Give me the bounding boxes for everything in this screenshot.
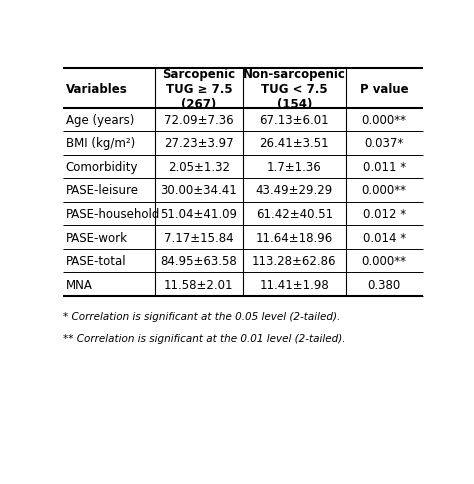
Text: 2.05±1.32: 2.05±1.32 — [168, 161, 230, 174]
Text: 0.000**: 0.000** — [362, 255, 407, 268]
Text: PASE-household: PASE-household — [66, 208, 160, 221]
Text: PASE-work: PASE-work — [66, 231, 128, 244]
Text: ** Correlation is significant at the 0.01 level (2-tailed).: ** Correlation is significant at the 0.0… — [63, 333, 346, 344]
Text: 27.23±3.97: 27.23±3.97 — [164, 137, 234, 150]
Text: 113.28±62.86: 113.28±62.86 — [252, 255, 337, 268]
Text: 0.014 *: 0.014 * — [363, 231, 406, 244]
Text: 0.011 *: 0.011 * — [363, 161, 406, 174]
Text: 61.42±40.51: 61.42±40.51 — [255, 208, 333, 221]
Text: 84.95±63.58: 84.95±63.58 — [161, 255, 237, 268]
Text: 26.41±3.51: 26.41±3.51 — [259, 137, 329, 150]
Text: 51.04±41.09: 51.04±41.09 — [160, 208, 237, 221]
Text: Non-sarcopenic
TUG < 7.5
(154): Non-sarcopenic TUG < 7.5 (154) — [243, 67, 346, 110]
Text: 0.380: 0.380 — [368, 278, 401, 291]
Text: Age (years): Age (years) — [66, 114, 134, 127]
Text: BMI (kg/m²): BMI (kg/m²) — [66, 137, 135, 150]
Text: Comorbidity: Comorbidity — [66, 161, 138, 174]
Text: 7.17±15.84: 7.17±15.84 — [164, 231, 234, 244]
Text: 0.000**: 0.000** — [362, 114, 407, 127]
Text: 11.64±18.96: 11.64±18.96 — [255, 231, 333, 244]
Text: 0.012 *: 0.012 * — [363, 208, 406, 221]
Text: Sarcopenic
TUG ≥ 7.5
(267): Sarcopenic TUG ≥ 7.5 (267) — [162, 67, 236, 110]
Text: 30.00±34.41: 30.00±34.41 — [161, 184, 237, 197]
Text: 0.000**: 0.000** — [362, 184, 407, 197]
Text: PASE-total: PASE-total — [66, 255, 127, 268]
Text: 1.7±1.36: 1.7±1.36 — [267, 161, 321, 174]
Text: 11.41±1.98: 11.41±1.98 — [259, 278, 329, 291]
Text: 0.037*: 0.037* — [365, 137, 404, 150]
Text: 67.13±6.01: 67.13±6.01 — [259, 114, 329, 127]
Text: P value: P value — [360, 82, 409, 95]
Text: Variables: Variables — [66, 82, 128, 95]
Text: 43.49±29.29: 43.49±29.29 — [255, 184, 333, 197]
Text: PASE-leisure: PASE-leisure — [66, 184, 139, 197]
Text: * Correlation is significant at the 0.05 level (2-tailed).: * Correlation is significant at the 0.05… — [63, 311, 340, 321]
Text: 72.09±7.36: 72.09±7.36 — [164, 114, 234, 127]
Text: 11.58±2.01: 11.58±2.01 — [164, 278, 234, 291]
Text: MNA: MNA — [66, 278, 93, 291]
